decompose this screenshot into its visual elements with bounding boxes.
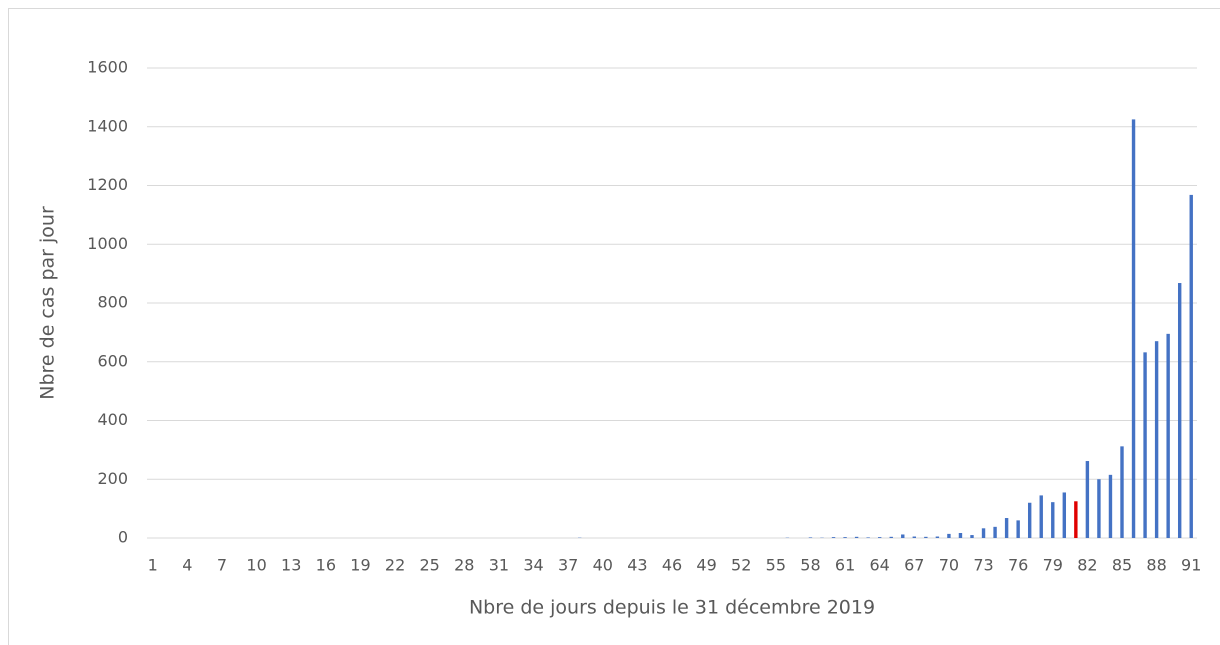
bar — [1108, 474, 1113, 538]
x-tick-label: 22 — [385, 556, 405, 575]
y-tick-label: 800 — [97, 293, 128, 312]
x-tick-label: 1 — [148, 556, 158, 575]
x-tick-label: 82 — [1077, 556, 1097, 575]
x-tick-label: 52 — [731, 556, 751, 575]
x-tick-label: 4 — [182, 556, 192, 575]
x-tick-label: 73 — [973, 556, 993, 575]
x-tick-label: 25 — [420, 556, 440, 575]
bar — [831, 537, 836, 538]
bar — [1062, 492, 1067, 538]
x-tick-label: 76 — [1008, 556, 1028, 575]
chart-frame — [8, 8, 1220, 645]
bar — [854, 536, 859, 538]
y-tick-label: 200 — [97, 469, 128, 488]
x-tick-label: 34 — [523, 556, 543, 575]
x-tick-label: 49 — [696, 556, 716, 575]
x-tick-label: 55 — [766, 556, 786, 575]
x-tick-label: 19 — [350, 556, 370, 575]
bar — [924, 536, 928, 538]
bar — [1097, 479, 1101, 538]
x-tick-label: 10 — [246, 556, 266, 575]
bar — [889, 536, 893, 538]
x-tick-label: 79 — [1043, 556, 1063, 575]
x-tick-label: 37 — [558, 556, 578, 575]
y-tick-label: 1400 — [87, 116, 128, 135]
x-tick-label: 61 — [835, 556, 855, 575]
x-tick-label: 58 — [800, 556, 820, 575]
y-tick-label: 0 — [118, 528, 128, 547]
x-tick-label: 70 — [939, 556, 959, 575]
bar — [1074, 501, 1078, 538]
x-tick-label: 46 — [662, 556, 682, 575]
bar — [912, 536, 917, 538]
x-tick-label: 40 — [593, 556, 613, 575]
bar — [947, 533, 951, 538]
bar — [1154, 341, 1159, 538]
x-tick-label: 31 — [489, 556, 509, 575]
bar — [1004, 518, 1009, 538]
bar — [1039, 495, 1043, 538]
x-tick-label: 7 — [217, 556, 227, 575]
bar — [1120, 446, 1124, 538]
y-tick-label: 600 — [97, 351, 128, 370]
bar — [901, 534, 905, 538]
x-tick-label: 64 — [870, 556, 890, 575]
x-axis-label: Nbre de jours depuis le 31 décembre 2019 — [469, 597, 875, 619]
bar — [981, 528, 986, 538]
x-tick-label: 16 — [316, 556, 336, 575]
bar — [1027, 502, 1032, 538]
bar — [993, 526, 997, 538]
bar — [1177, 283, 1182, 538]
y-tick-label: 400 — [97, 410, 128, 429]
bar — [970, 535, 974, 538]
bar — [1131, 119, 1136, 538]
bar — [877, 537, 882, 538]
x-tick-label: 28 — [454, 556, 474, 575]
bar — [1016, 520, 1020, 538]
x-tick-label: 88 — [1146, 556, 1166, 575]
bar — [1085, 461, 1090, 538]
bar — [1051, 502, 1055, 538]
y-tick-label: 1600 — [87, 58, 128, 77]
bar — [958, 533, 963, 538]
bar — [935, 536, 940, 538]
bar — [1189, 194, 1193, 538]
x-tick-label: 91 — [1181, 556, 1201, 575]
bar — [843, 537, 847, 538]
x-tick-label: 43 — [627, 556, 647, 575]
bar — [1166, 333, 1170, 538]
y-tick-label: 1200 — [87, 175, 128, 194]
bar — [866, 537, 870, 538]
bar — [1143, 352, 1147, 538]
x-tick-label: 13 — [281, 556, 301, 575]
y-tick-label: 1000 — [87, 234, 128, 253]
bar — [808, 537, 813, 538]
x-tick-label: 85 — [1112, 556, 1132, 575]
x-tick-label: 67 — [904, 556, 924, 575]
y-axis-label: Nbre de cas par jour — [37, 206, 59, 400]
